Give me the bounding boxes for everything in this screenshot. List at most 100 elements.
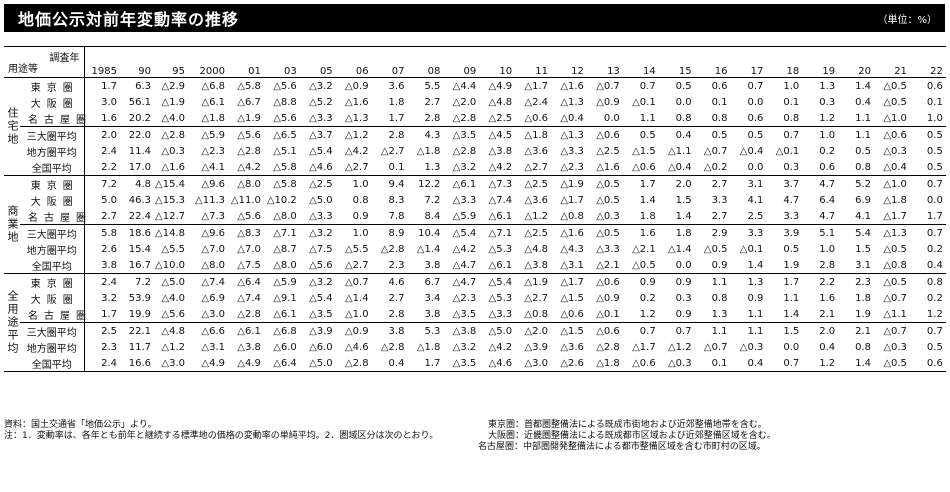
- value-cell: △4.2: [452, 243, 477, 255]
- value-cell: △4.0: [161, 292, 185, 304]
- value-cell: 3.3: [730, 224, 767, 241]
- value-cell: △0.6: [586, 273, 623, 290]
- value-cell: △4.7: [452, 259, 477, 271]
- value-cell: △0.8: [560, 210, 584, 222]
- value-cell: 11.4: [128, 145, 151, 157]
- value-cell: △3.9: [524, 341, 549, 353]
- value-cell: 46.3: [128, 194, 151, 206]
- value-cell: △1.7: [632, 341, 656, 353]
- category-label: 全用途平均: [4, 273, 20, 372]
- value-cell: △1.1: [667, 145, 692, 157]
- value-cell: △1.2: [524, 210, 549, 222]
- value-cell: 1.7: [622, 175, 659, 192]
- value-cell: △1.6: [596, 161, 620, 173]
- value-cell: 0.1: [783, 96, 800, 108]
- value-cell: △1.3: [874, 224, 910, 241]
- value-cell: 1.6: [819, 292, 836, 304]
- value-cell: △1.8: [201, 112, 225, 124]
- value-cell: 1.1: [747, 308, 764, 320]
- value-cell: 0.4: [926, 259, 943, 271]
- value-cell: 0.2: [639, 292, 656, 304]
- value-cell: △1.5: [632, 145, 656, 157]
- value-cell: △4.8: [488, 96, 513, 108]
- value-cell: 0.0: [675, 96, 692, 108]
- value-cell: △1.0: [883, 112, 907, 124]
- value-cell: 53.9: [128, 292, 151, 304]
- value-cell: 6.3: [120, 77, 154, 94]
- value-cell: △11.0: [230, 194, 261, 206]
- year-header: 06: [335, 46, 372, 78]
- region-label: 三大圏平均: [20, 322, 85, 339]
- value-cell: △8.7: [273, 243, 297, 255]
- table-row: 三大圏平均 5.8 18.6 △14.8 △9.6 △8.3 △7.1 △3.2 1.0 8.9 1…: [4, 224, 946, 241]
- value-cell: △6.1: [273, 308, 297, 320]
- value-cell: △2.7: [380, 145, 405, 157]
- value-cell: △2.8: [154, 126, 188, 143]
- value-cell: △2.5: [299, 175, 336, 192]
- table-row: 住宅地 東京圏 1.7 6.3 △2.9 △6.8 △5.8 △5.6 △3.2 △0.9 3.6 5…: [4, 77, 946, 176]
- value-cell: 0.8: [855, 341, 872, 353]
- value-cell: 1.6: [101, 112, 117, 124]
- value-cell: △3.3: [452, 194, 477, 206]
- value-cell: △1.7: [515, 77, 552, 94]
- value-cell: 0.7: [622, 322, 659, 339]
- value-cell: 1.1: [838, 126, 875, 143]
- value-cell: 0.6: [819, 161, 836, 173]
- value-cell: 7.8: [388, 210, 405, 222]
- value-cell: 1.7: [101, 308, 117, 320]
- value-cell: 1.1: [694, 273, 731, 290]
- value-cell: △3.0: [201, 308, 225, 320]
- value-cell: 1.2: [819, 112, 836, 124]
- value-cell: 12.2: [407, 175, 444, 192]
- value-cell: 0.7: [909, 175, 946, 192]
- region-label: 地方圏平均: [20, 339, 85, 355]
- value-cell: 11.7: [128, 341, 151, 353]
- value-cell: △2.8: [596, 341, 620, 353]
- value-cell: 3.6: [371, 77, 408, 94]
- value-cell: △9.6: [188, 175, 228, 192]
- value-cell: 16.6: [120, 355, 154, 372]
- table-row: 三大圏平均 2.0 22.0 △2.8 △5.9 △5.6 △6.5 △3.7 △1.2 2.8 4…: [4, 126, 946, 143]
- value-cell: △2.5: [515, 224, 552, 241]
- value-cell: 0.5: [855, 145, 872, 157]
- table-row: 大阪圏 3.0 56.1 △1.9 △6.1 △6.7 △8.8 △5.2 △1.6 1.8 2.7…: [4, 94, 946, 110]
- value-cell: △6.1: [443, 175, 480, 192]
- source-note: 資料：国土交通省「地価公示」より。: [4, 420, 157, 430]
- region-label: 東京圏: [20, 77, 85, 94]
- value-cell: 0.8: [909, 273, 946, 290]
- value-cell: △7.3: [479, 175, 516, 192]
- value-cell: 1.4: [838, 355, 875, 372]
- value-cell: 2.2: [101, 161, 117, 173]
- value-cell: 0.9: [711, 259, 728, 271]
- value-cell: 4.1: [855, 210, 872, 222]
- value-cell: 1.8: [388, 96, 405, 108]
- value-cell: △5.3: [488, 243, 513, 255]
- value-cell: △3.2: [452, 161, 477, 173]
- value-cell: 0.0: [783, 341, 800, 353]
- region-label: 名古屋圏: [20, 306, 86, 323]
- value-cell: 0.4: [855, 96, 872, 108]
- corner-survey-year-label: 調査年: [49, 53, 80, 64]
- value-cell: 0.5: [730, 126, 767, 143]
- value-cell: △0.9: [596, 96, 620, 108]
- value-cell: 5.1: [802, 224, 839, 241]
- value-cell: △1.7: [883, 210, 907, 222]
- value-cell: 0.0: [747, 161, 764, 173]
- table-row: 大阪圏 5.0 46.3 △15.3 △11.3 △11.0 △10.2 △5.0 0.8 8.3…: [4, 192, 946, 208]
- value-cell: 1.3: [424, 161, 441, 173]
- value-cell: △5.6: [263, 77, 300, 94]
- value-cell: 1.1: [783, 292, 800, 304]
- value-cell: △0.5: [596, 194, 620, 206]
- value-cell: △1.9: [161, 96, 185, 108]
- value-cell: 6.4: [819, 194, 836, 206]
- value-cell: 0.6: [747, 112, 764, 124]
- value-cell: △5.0: [299, 355, 336, 372]
- value-cell: △6.4: [228, 273, 264, 290]
- value-cell: △7.0: [201, 243, 225, 255]
- value-cell: △0.5: [703, 243, 728, 255]
- value-cell: 0.9: [675, 308, 692, 320]
- table-row: 地方圏平均 2.3 11.7 △1.2 △3.1 △3.8 △6.0 △6.0 △4.6 △2.8…: [4, 339, 946, 355]
- value-cell: △1.2: [335, 126, 372, 143]
- value-cell: △7.4: [488, 194, 513, 206]
- value-cell: △5.0: [154, 273, 188, 290]
